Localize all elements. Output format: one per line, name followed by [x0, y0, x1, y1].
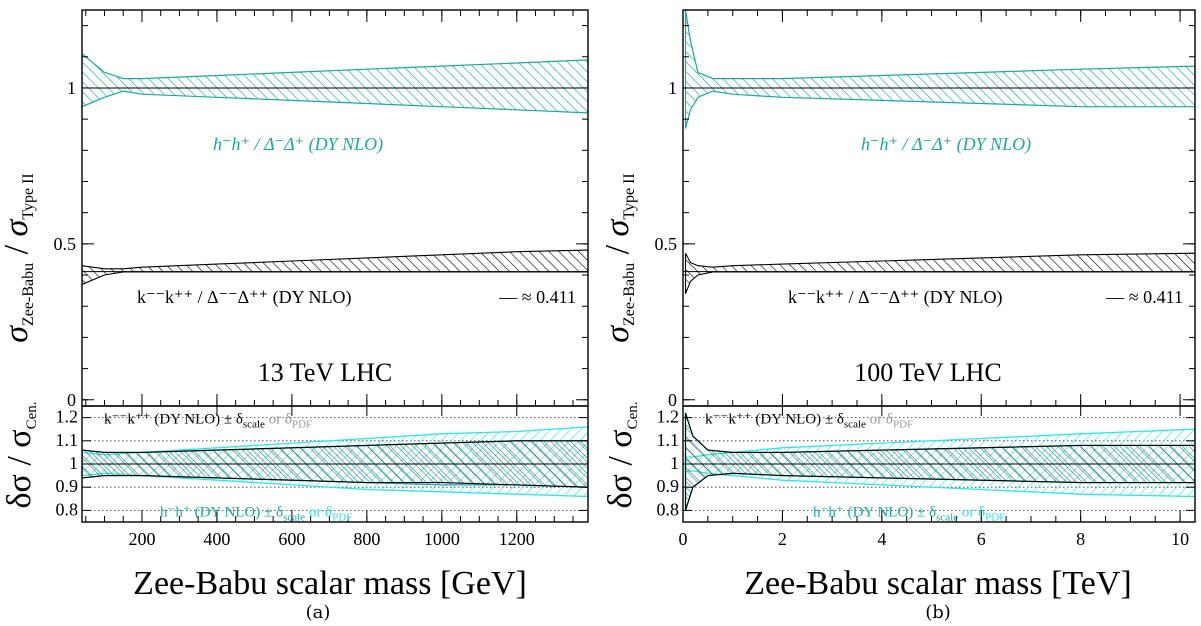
energy-label: 100 TeV LHC — [854, 358, 1001, 387]
panel-b: σZee-Babu / σType II δσ / σCen. 0 0.5 1 h⁻h… — [599, 9, 1196, 623]
ratio-y-tick-label: 0.8 — [657, 499, 680, 519]
top-plot-a: 0 0.5 1 h⁻h⁺ / Δ⁻Δ⁺ (DY NLO) k⁻⁻k⁺⁺ / Δ⁻⁻Δ⁺⁺… — [54, 9, 589, 410]
ratio-label-or: or δ — [265, 412, 292, 428]
ratio-label-h-main: h⁻h⁺ (DY NLO) ± δ — [813, 504, 936, 520]
ratio-label-or: or δ — [305, 504, 332, 520]
ratio-label-sub: scale — [283, 511, 305, 523]
x-axis-title: Zee-Babu scalar mass [GeV] — [133, 565, 527, 602]
ratio-label-k-main: k⁻⁻k⁺⁺ (DY NLO) ± δ — [705, 412, 844, 428]
x-tick-label: 400 — [203, 529, 230, 549]
x-tick-label: 8 — [1076, 529, 1085, 549]
y-axis-title-top: σZee-Babu / σType II — [599, 173, 638, 343]
x-tick-label: 2 — [778, 529, 787, 549]
series-label-k: k⁻⁻k⁺⁺ / Δ⁻⁻Δ⁺⁺ (DY NLO) — [137, 287, 351, 308]
ratio-label-sub: PDF — [332, 511, 352, 523]
ratio-label-sub: scale — [844, 419, 866, 431]
x-tick-label: 10 — [1171, 529, 1189, 549]
series-label-h: h⁻h⁺ / Δ⁻Δ⁺ (DY NLO) — [213, 134, 383, 155]
ratio-label-k-main: k⁻⁻k⁺⁺ (DY NLO) ± δ — [104, 412, 243, 428]
y-tick-label: 0 — [67, 390, 76, 410]
x-tick-label: 6 — [977, 529, 986, 549]
ratio-bands — [82, 417, 588, 511]
ratio-label-sub: scale — [936, 511, 958, 523]
top-plot-b: 0 0.5 1 h⁻h⁺ / Δ⁻Δ⁺ (DY NLO) k⁻⁻k⁺⁺ / Δ⁻⁻Δ⁺⁺… — [655, 9, 1196, 410]
series-label-k: k⁻⁻k⁺⁺ / Δ⁻⁻Δ⁺⁺ (DY NLO) — [788, 287, 1002, 308]
band-h-series — [684, 10, 1195, 129]
x-tick-label: 800 — [353, 529, 380, 549]
ratio-label-h: h⁻h⁺ (DY NLO) ± δscale or δPDF — [813, 504, 1005, 523]
ratio-y-tick-label: 1 — [670, 453, 679, 473]
ratio-y-tick-label: 1.2 — [56, 407, 79, 427]
bands — [684, 10, 1195, 294]
x-tick-label: 1200 — [499, 529, 535, 549]
ratio-label-sub: PDF — [893, 419, 913, 431]
series-label-h: h⁻h⁺ / Δ⁻Δ⁺ (DY NLO) — [861, 134, 1031, 155]
ratio-label-k: k⁻⁻k⁺⁺ (DY NLO) ± δscale or δPDF — [705, 412, 913, 431]
y-tick-label: 1 — [668, 78, 677, 98]
ratio-label-h-main: h⁻h⁺ (DY NLO) ± δ — [160, 504, 283, 520]
x-tick-label: 4 — [877, 529, 886, 549]
ratio-label-or: or δ — [958, 504, 985, 520]
band-h-series — [82, 52, 588, 114]
x-tick-label: 200 — [128, 529, 155, 549]
panel-caption: (a) — [306, 602, 331, 623]
ratio-plot-a: 0.8 0.9 1 1.1 1.2 200 400 600 800 1000 1200 k⁻⁻k⁺⁺ … — [56, 405, 589, 549]
ratio-bands — [683, 412, 1195, 511]
x-axis-title: Zee-Babu scalar mass [TeV] — [744, 565, 1132, 602]
y-axis-title-top: σZee-Babu / σType II — [0, 173, 37, 343]
energy-label: 13 TeV LHC — [258, 358, 392, 387]
x-tick-label: 1000 — [424, 529, 460, 549]
ratio-y-tick-label: 0.8 — [56, 499, 79, 519]
panel-caption: (b) — [925, 602, 951, 623]
ratio-label-sub: PDF — [985, 511, 1005, 523]
y-axis-title-bottom: δσ / σCen. — [602, 401, 641, 508]
ratio-label-k: k⁻⁻k⁺⁺ (DY NLO) ± δscale or δPDF — [104, 412, 312, 431]
ratio-label-sub: scale — [243, 419, 265, 431]
band-k-series — [684, 252, 1195, 294]
ratio-y-tick-label: 0.9 — [56, 476, 79, 496]
band-k-scale — [684, 412, 1195, 511]
ratio-plot-b: 0.80.911.11.20 2 4 6 8 10k⁻⁻k⁺⁺ (DY NLO) ± δs… — [657, 405, 1196, 549]
x-tick-label: 600 — [278, 529, 305, 549]
ratio-y-tick-label: 1.1 — [657, 430, 680, 450]
y-tick-label: 0 — [668, 390, 677, 410]
x-tick-label: 0 — [679, 529, 688, 549]
ratio-label-h: h⁻h⁺ (DY NLO) ± δscale or δPDF — [160, 504, 352, 523]
ratio-y-tick-label: 1 — [69, 453, 78, 473]
band-k-series — [82, 249, 588, 285]
ratio-y-tick-label: 0.9 — [657, 476, 680, 496]
ratio-label-or: or δ — [866, 412, 893, 428]
y-tick-label: 0.5 — [655, 234, 678, 254]
y-axis-title-bottom: δσ / σCen. — [1, 401, 40, 508]
panel-a: σZee-Babu / σType II δσ / σCen. 0 0.5 1 h⁻h… — [0, 9, 589, 623]
y-tick-label: 1 — [67, 78, 76, 98]
y-tick-label: 0.5 — [54, 234, 77, 254]
reference-value-label: — ≈ 0.411 — [498, 287, 576, 307]
ratio-label-sub: PDF — [292, 419, 312, 431]
reference-value-label: — ≈ 0.411 — [1105, 287, 1183, 307]
ratio-y-tick-label: 1.2 — [657, 407, 680, 427]
ratio-y-tick-label: 1.1 — [56, 430, 79, 450]
